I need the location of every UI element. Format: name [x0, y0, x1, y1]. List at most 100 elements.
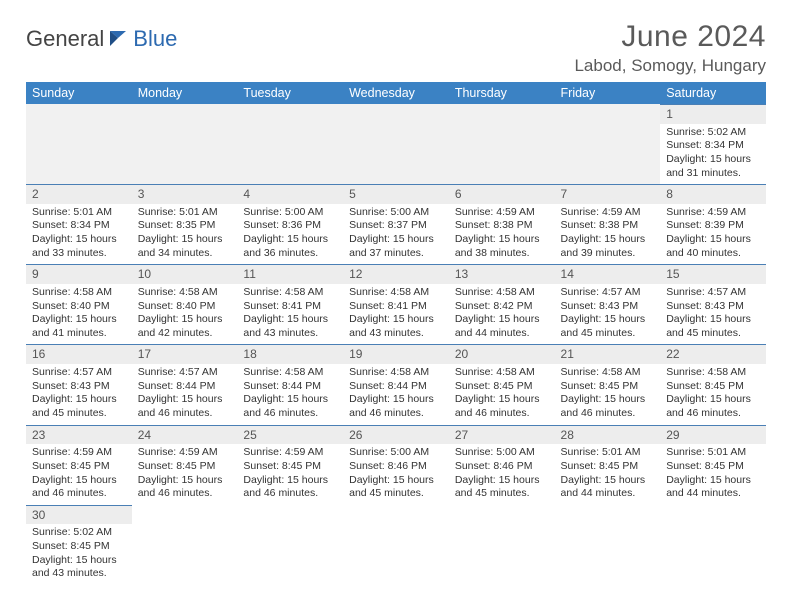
day-details: Sunrise: 4:58 AMSunset: 8:40 PMDaylight:…	[132, 284, 238, 345]
calendar-cell	[555, 505, 661, 585]
day-number: 21	[555, 345, 661, 364]
day-details: Sunrise: 5:01 AMSunset: 8:34 PMDaylight:…	[26, 204, 132, 265]
calendar-cell: 13Sunrise: 4:58 AMSunset: 8:42 PMDayligh…	[449, 264, 555, 344]
calendar-cell	[343, 104, 449, 184]
calendar-cell	[343, 505, 449, 585]
calendar-cell: 19Sunrise: 4:58 AMSunset: 8:44 PMDayligh…	[343, 344, 449, 424]
title-block: June 2024 Labod, Somogy, Hungary	[574, 20, 766, 76]
flag-icon	[108, 28, 130, 50]
day-details: Sunrise: 4:57 AMSunset: 8:43 PMDaylight:…	[660, 284, 766, 345]
day-number: 17	[132, 345, 238, 364]
day-details: Sunrise: 4:58 AMSunset: 8:41 PMDaylight:…	[237, 284, 343, 345]
day-number: 2	[26, 185, 132, 204]
weekday-header: Monday	[132, 82, 238, 104]
day-number: 22	[660, 345, 766, 364]
day-number: 25	[237, 426, 343, 445]
day-details: Sunrise: 4:58 AMSunset: 8:44 PMDaylight:…	[343, 364, 449, 425]
brand-logo: General Blue	[26, 20, 177, 52]
weekday-header: Wednesday	[343, 82, 449, 104]
calendar-cell: 17Sunrise: 4:57 AMSunset: 8:44 PMDayligh…	[132, 344, 238, 424]
calendar-cell: 9Sunrise: 4:58 AMSunset: 8:40 PMDaylight…	[26, 264, 132, 344]
calendar-cell	[660, 505, 766, 585]
day-number: 26	[343, 426, 449, 445]
calendar-cell: 21Sunrise: 4:58 AMSunset: 8:45 PMDayligh…	[555, 344, 661, 424]
day-details: Sunrise: 5:02 AMSunset: 8:34 PMDaylight:…	[660, 124, 766, 185]
calendar-cell: 10Sunrise: 4:58 AMSunset: 8:40 PMDayligh…	[132, 264, 238, 344]
calendar-cell: 23Sunrise: 4:59 AMSunset: 8:45 PMDayligh…	[26, 425, 132, 505]
day-number: 8	[660, 185, 766, 204]
calendar-cell	[237, 104, 343, 184]
calendar-cell: 3Sunrise: 5:01 AMSunset: 8:35 PMDaylight…	[132, 184, 238, 264]
calendar-cell: 26Sunrise: 5:00 AMSunset: 8:46 PMDayligh…	[343, 425, 449, 505]
calendar-cell	[237, 505, 343, 585]
day-details: Sunrise: 5:01 AMSunset: 8:45 PMDaylight:…	[555, 444, 661, 505]
day-number: 15	[660, 265, 766, 284]
day-details: Sunrise: 5:02 AMSunset: 8:45 PMDaylight:…	[26, 524, 132, 585]
calendar-cell: 29Sunrise: 5:01 AMSunset: 8:45 PMDayligh…	[660, 425, 766, 505]
day-number: 11	[237, 265, 343, 284]
day-details: Sunrise: 5:01 AMSunset: 8:45 PMDaylight:…	[660, 444, 766, 505]
month-title: June 2024	[574, 20, 766, 54]
calendar-cell: 5Sunrise: 5:00 AMSunset: 8:37 PMDaylight…	[343, 184, 449, 264]
day-number: 27	[449, 426, 555, 445]
day-number: 6	[449, 185, 555, 204]
day-number: 30	[26, 506, 132, 525]
day-number: 10	[132, 265, 238, 284]
day-details: Sunrise: 4:57 AMSunset: 8:44 PMDaylight:…	[132, 364, 238, 425]
calendar-cell: 14Sunrise: 4:57 AMSunset: 8:43 PMDayligh…	[555, 264, 661, 344]
weekday-header-row: SundayMondayTuesdayWednesdayThursdayFrid…	[26, 82, 766, 104]
day-number: 13	[449, 265, 555, 284]
day-details: Sunrise: 4:58 AMSunset: 8:41 PMDaylight:…	[343, 284, 449, 345]
calendar-cell: 11Sunrise: 4:58 AMSunset: 8:41 PMDayligh…	[237, 264, 343, 344]
day-details: Sunrise: 5:00 AMSunset: 8:46 PMDaylight:…	[449, 444, 555, 505]
day-number: 19	[343, 345, 449, 364]
day-number: 7	[555, 185, 661, 204]
day-number: 16	[26, 345, 132, 364]
day-details: Sunrise: 4:58 AMSunset: 8:40 PMDaylight:…	[26, 284, 132, 345]
day-details: Sunrise: 4:57 AMSunset: 8:43 PMDaylight:…	[26, 364, 132, 425]
calendar-row: 1Sunrise: 5:02 AMSunset: 8:34 PMDaylight…	[26, 104, 766, 184]
calendar-row: 2Sunrise: 5:01 AMSunset: 8:34 PMDaylight…	[26, 184, 766, 264]
calendar-cell: 15Sunrise: 4:57 AMSunset: 8:43 PMDayligh…	[660, 264, 766, 344]
day-details: Sunrise: 5:00 AMSunset: 8:36 PMDaylight:…	[237, 204, 343, 265]
calendar-cell: 8Sunrise: 4:59 AMSunset: 8:39 PMDaylight…	[660, 184, 766, 264]
calendar-cell: 6Sunrise: 4:59 AMSunset: 8:38 PMDaylight…	[449, 184, 555, 264]
day-details: Sunrise: 4:58 AMSunset: 8:45 PMDaylight:…	[555, 364, 661, 425]
day-number: 23	[26, 426, 132, 445]
day-number: 3	[132, 185, 238, 204]
day-number: 28	[555, 426, 661, 445]
calendar-cell: 30Sunrise: 5:02 AMSunset: 8:45 PMDayligh…	[26, 505, 132, 585]
calendar-cell	[26, 104, 132, 184]
day-details: Sunrise: 5:01 AMSunset: 8:35 PMDaylight:…	[132, 204, 238, 265]
weekday-header: Saturday	[660, 82, 766, 104]
day-details: Sunrise: 4:59 AMSunset: 8:38 PMDaylight:…	[449, 204, 555, 265]
calendar-cell: 27Sunrise: 5:00 AMSunset: 8:46 PMDayligh…	[449, 425, 555, 505]
day-details: Sunrise: 5:00 AMSunset: 8:46 PMDaylight:…	[343, 444, 449, 505]
calendar-row: 30Sunrise: 5:02 AMSunset: 8:45 PMDayligh…	[26, 505, 766, 585]
day-details: Sunrise: 4:59 AMSunset: 8:39 PMDaylight:…	[660, 204, 766, 265]
weekday-header: Friday	[555, 82, 661, 104]
calendar-cell: 18Sunrise: 4:58 AMSunset: 8:44 PMDayligh…	[237, 344, 343, 424]
calendar-cell: 12Sunrise: 4:58 AMSunset: 8:41 PMDayligh…	[343, 264, 449, 344]
day-number: 20	[449, 345, 555, 364]
day-number: 4	[237, 185, 343, 204]
calendar-cell	[449, 505, 555, 585]
calendar-cell: 1Sunrise: 5:02 AMSunset: 8:34 PMDaylight…	[660, 104, 766, 184]
day-number: 12	[343, 265, 449, 284]
calendar-cell: 22Sunrise: 4:58 AMSunset: 8:45 PMDayligh…	[660, 344, 766, 424]
calendar-cell	[449, 104, 555, 184]
calendar-cell: 16Sunrise: 4:57 AMSunset: 8:43 PMDayligh…	[26, 344, 132, 424]
calendar-cell	[132, 505, 238, 585]
day-details: Sunrise: 5:00 AMSunset: 8:37 PMDaylight:…	[343, 204, 449, 265]
day-number: 14	[555, 265, 661, 284]
calendar-cell: 7Sunrise: 4:59 AMSunset: 8:38 PMDaylight…	[555, 184, 661, 264]
weekday-header: Tuesday	[237, 82, 343, 104]
calendar-table: SundayMondayTuesdayWednesdayThursdayFrid…	[26, 82, 766, 585]
calendar-cell	[555, 104, 661, 184]
calendar-cell: 28Sunrise: 5:01 AMSunset: 8:45 PMDayligh…	[555, 425, 661, 505]
calendar-cell: 20Sunrise: 4:58 AMSunset: 8:45 PMDayligh…	[449, 344, 555, 424]
brand-part2: Blue	[133, 26, 177, 52]
day-number: 1	[660, 105, 766, 124]
day-details: Sunrise: 4:59 AMSunset: 8:45 PMDaylight:…	[26, 444, 132, 505]
day-details: Sunrise: 4:57 AMSunset: 8:43 PMDaylight:…	[555, 284, 661, 345]
